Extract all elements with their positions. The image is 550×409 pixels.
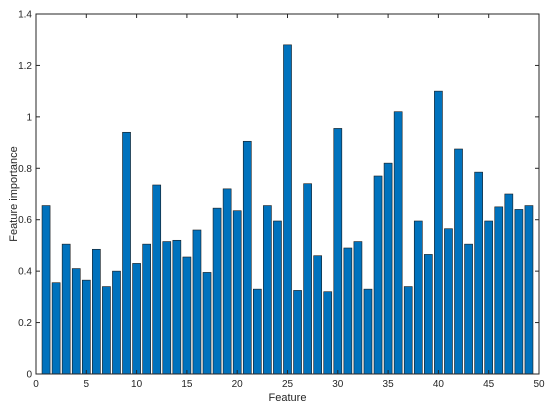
bar-feature-15 bbox=[182, 256, 192, 375]
bar-feature-48 bbox=[514, 209, 524, 375]
x-tick-label: 0 bbox=[33, 379, 39, 390]
bar-feature-27 bbox=[303, 183, 312, 375]
x-tick-label: 30 bbox=[332, 379, 344, 390]
bar-feature-38 bbox=[413, 220, 423, 375]
bar-feature-47 bbox=[504, 193, 514, 375]
x-tick-label: 50 bbox=[533, 379, 545, 390]
bar-feature-25 bbox=[283, 44, 292, 375]
bar-feature-30 bbox=[333, 128, 343, 375]
bar-feature-37 bbox=[403, 286, 413, 375]
y-tick-label: 1 bbox=[26, 112, 32, 123]
bar-feature-14 bbox=[172, 239, 182, 375]
y-tick-label: 0.4 bbox=[18, 267, 32, 278]
bar-feature-35 bbox=[383, 162, 393, 375]
bar-feature-29 bbox=[323, 291, 333, 375]
bar-feature-44 bbox=[474, 171, 483, 375]
bar-feature-21 bbox=[242, 140, 252, 375]
y-tick-label: 0.6 bbox=[18, 215, 32, 226]
x-tick-label: 10 bbox=[131, 379, 143, 390]
y-axis-label: Feature importance bbox=[8, 146, 20, 241]
bar-feature-24 bbox=[273, 220, 282, 375]
x-tick-label: 40 bbox=[433, 379, 445, 390]
bar-feature-19 bbox=[222, 188, 232, 375]
bar-feature-18 bbox=[212, 207, 222, 375]
x-axis-label: Feature bbox=[269, 392, 307, 404]
bars-group bbox=[41, 44, 534, 375]
y-tick-label: 0.8 bbox=[18, 164, 32, 175]
bar-feature-17 bbox=[202, 272, 212, 375]
bar-feature-7 bbox=[102, 286, 111, 375]
bar-feature-45 bbox=[484, 220, 494, 375]
y-tick-label: 0.2 bbox=[18, 318, 32, 329]
bar-feature-3 bbox=[61, 243, 71, 375]
bar-feature-2 bbox=[51, 282, 61, 375]
x-axis-ticks: 0 5 10 15 20 25 30 35 40 45 50 bbox=[33, 14, 545, 390]
bar-feature-46 bbox=[494, 206, 504, 375]
bar-feature-42 bbox=[454, 148, 463, 375]
x-tick-label: 20 bbox=[232, 379, 244, 390]
bar-feature-43 bbox=[464, 243, 473, 375]
bar-feature-22 bbox=[252, 288, 262, 375]
y-axis-ticks: 0 0.2 0.4 0.6 0.8 1 1.2 1.4 bbox=[18, 10, 539, 381]
bar-feature-36 bbox=[393, 111, 403, 375]
bar-feature-6 bbox=[92, 248, 101, 375]
bar-feature-32 bbox=[353, 241, 363, 375]
y-tick-label: 0 bbox=[26, 370, 32, 381]
bar-feature-49 bbox=[524, 205, 534, 375]
bar-feature-39 bbox=[424, 254, 433, 375]
bar-feature-9 bbox=[122, 131, 131, 375]
y-tick-label: 1.2 bbox=[18, 61, 32, 72]
bar-feature-12 bbox=[152, 184, 162, 375]
bar-feature-26 bbox=[293, 290, 302, 375]
x-tick-label: 5 bbox=[84, 379, 90, 390]
bar-feature-13 bbox=[162, 241, 172, 375]
bar-feature-5 bbox=[81, 279, 91, 375]
bar-feature-10 bbox=[132, 263, 141, 375]
bar-feature-1 bbox=[41, 205, 51, 375]
x-tick-label: 25 bbox=[282, 379, 294, 390]
bar-feature-34 bbox=[373, 175, 383, 375]
x-tick-label: 35 bbox=[383, 379, 395, 390]
bar-feature-4 bbox=[71, 268, 81, 375]
bar-feature-41 bbox=[444, 228, 453, 375]
bar-feature-33 bbox=[363, 288, 373, 375]
x-tick-label: 15 bbox=[181, 379, 193, 390]
x-tick-label: 45 bbox=[483, 379, 495, 390]
bar-feature-16 bbox=[192, 229, 202, 375]
y-tick-label: 1.4 bbox=[18, 10, 32, 21]
bar-feature-23 bbox=[263, 205, 272, 375]
bar-feature-8 bbox=[112, 270, 121, 375]
bar-feature-11 bbox=[142, 243, 151, 375]
bar-feature-31 bbox=[343, 247, 353, 375]
bar-feature-40 bbox=[434, 90, 443, 375]
bar-feature-20 bbox=[232, 210, 242, 375]
bar-feature-28 bbox=[313, 255, 323, 375]
